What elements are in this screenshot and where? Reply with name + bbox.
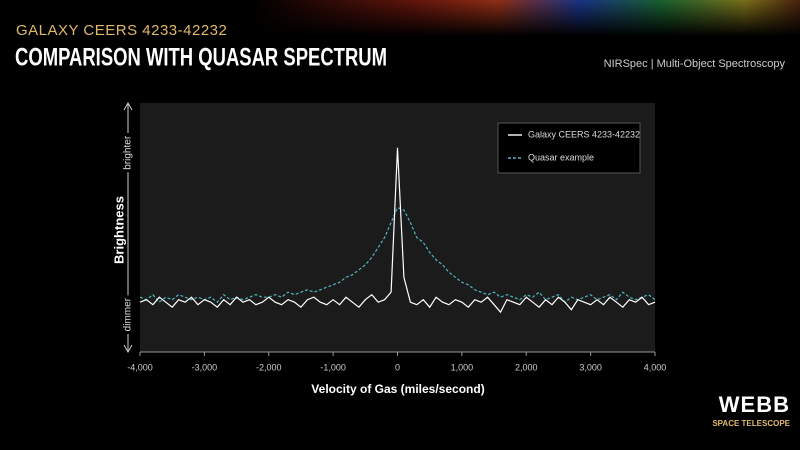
y-axis-label: Brightness xyxy=(111,196,126,264)
y-tick-label: dimmer xyxy=(123,297,134,331)
y-tick-label: brighter xyxy=(123,135,134,170)
x-tick-label: -3,000 xyxy=(192,362,218,372)
logo-name: WEBB xyxy=(719,392,790,417)
x-tick-label: 4,000 xyxy=(644,362,667,372)
legend-label: Quasar example xyxy=(528,152,594,162)
x-tick-label: 3,000 xyxy=(579,362,602,372)
x-tick-label: -4,000 xyxy=(127,362,153,372)
series-line xyxy=(139,206,656,304)
x-tick-label: -2,000 xyxy=(256,362,282,372)
chart-title: COMPARISON WITH QUASAR SPECTRUM xyxy=(15,44,387,72)
arrow-head xyxy=(123,344,133,354)
x-tick-label: 1,000 xyxy=(451,362,474,372)
legend-label: Galaxy CEERS 4233-42232 xyxy=(528,129,640,139)
x-tick-label: 0 xyxy=(395,362,400,372)
series-line xyxy=(139,147,656,314)
instrument: NIRSpec | Multi-Object Spectroscopy xyxy=(604,58,786,70)
banner-fade xyxy=(250,0,800,36)
logo-tagline: SPACE TELESCOPE xyxy=(712,419,790,428)
supertitle: GALAXY CEERS 4233-42232 xyxy=(16,22,227,39)
arrow-head xyxy=(123,101,133,111)
x-axis-label: Velocity of Gas (miles/second) xyxy=(311,382,484,396)
x-tick-label: 2,000 xyxy=(515,362,538,372)
legend xyxy=(497,122,641,174)
x-tick-label: -1,000 xyxy=(320,362,346,372)
